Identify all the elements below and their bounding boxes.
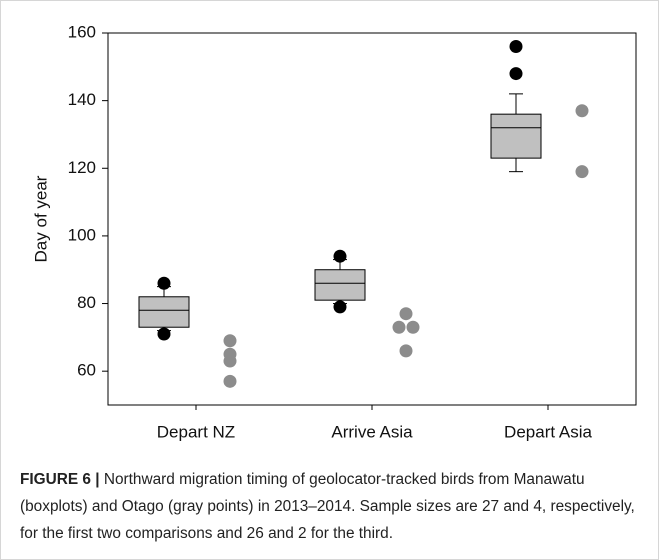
outlier (333, 300, 347, 314)
outlier (333, 249, 347, 263)
caption: FIGURE 6 | Northward migration timing of… (20, 466, 645, 547)
y-tick-label: 100 (68, 225, 96, 244)
box (490, 113, 542, 159)
x-tick-label: Arrive Asia (331, 422, 413, 441)
y-axis-label: Day of year (31, 175, 50, 262)
y-tick-label: 120 (68, 158, 96, 177)
y-tick-label: 60 (77, 361, 96, 380)
box (138, 296, 190, 328)
outlier (157, 327, 171, 341)
y-tick-label: 160 (68, 22, 96, 41)
y-tick-label: 140 (68, 90, 96, 109)
point (575, 104, 589, 118)
outlier (157, 276, 171, 290)
caption-text: Northward migration timing of geolocator… (20, 471, 635, 542)
plot-frame (107, 32, 637, 406)
outlier (509, 40, 523, 54)
outlier (509, 67, 523, 81)
y-tick-label: 80 (77, 293, 96, 312)
box (314, 269, 366, 301)
point (399, 307, 413, 321)
point (392, 320, 406, 334)
x-tick-label: Depart Asia (504, 422, 592, 441)
x-tick-label: Depart NZ (157, 422, 235, 441)
point (406, 320, 420, 334)
point (399, 344, 413, 358)
point (223, 354, 237, 368)
caption-label: FIGURE 6 | (20, 471, 100, 488)
point (575, 165, 589, 179)
point (223, 374, 237, 388)
chart: Day of year 60 80 100 120 140 160 Depart NZ Arr… (31, 22, 637, 441)
point (223, 334, 237, 348)
